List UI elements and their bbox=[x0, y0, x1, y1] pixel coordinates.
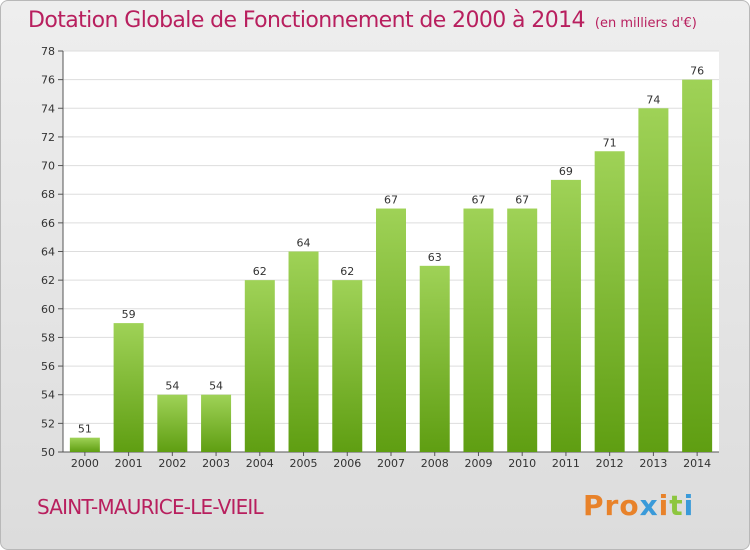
logo-letter: r bbox=[604, 489, 620, 522]
chart-title-text: Dotation Globale de Fonctionnement de 20… bbox=[28, 8, 586, 33]
bar bbox=[419, 265, 450, 452]
x-tick-label: 2014 bbox=[683, 457, 711, 470]
x-tick-label: 2010 bbox=[508, 457, 536, 470]
y-tick-label: 70 bbox=[41, 160, 55, 173]
y-tick-label: 78 bbox=[41, 45, 55, 58]
bar bbox=[594, 151, 625, 452]
bar-value-label: 67 bbox=[515, 194, 529, 207]
x-tick-label: 2001 bbox=[115, 457, 143, 470]
x-tick-label: 2011 bbox=[552, 457, 580, 470]
bar-value-label: 54 bbox=[209, 380, 223, 393]
bar-value-label: 64 bbox=[297, 237, 311, 250]
y-tick-label: 58 bbox=[41, 331, 55, 344]
bar-value-label: 62 bbox=[253, 265, 267, 278]
bar bbox=[69, 437, 100, 452]
x-tick-label: 2000 bbox=[71, 457, 99, 470]
proxiti-logo: Proxiti bbox=[583, 489, 694, 522]
y-tick-label: 74 bbox=[41, 102, 55, 115]
bar bbox=[288, 251, 319, 452]
x-tick-label: 2009 bbox=[464, 457, 492, 470]
y-tick-label: 54 bbox=[41, 389, 55, 402]
chart-title: Dotation Globale de Fonctionnement de 20… bbox=[28, 8, 697, 33]
y-tick-label: 72 bbox=[41, 131, 55, 144]
commune-name: SAINT-MAURICE-LE-VIEIL bbox=[37, 495, 264, 519]
x-tick-label: 2004 bbox=[246, 457, 274, 470]
bar bbox=[638, 108, 669, 453]
bar-value-label: 74 bbox=[646, 93, 660, 106]
bar bbox=[332, 280, 363, 452]
bar bbox=[244, 280, 275, 452]
logo-letter: x bbox=[639, 489, 659, 522]
bar-value-label: 69 bbox=[559, 165, 573, 178]
bar bbox=[201, 394, 232, 452]
x-tick-label: 2008 bbox=[421, 457, 449, 470]
bar-value-label: 63 bbox=[428, 251, 442, 264]
y-tick-label: 68 bbox=[41, 188, 55, 201]
y-tick-label: 66 bbox=[41, 217, 55, 230]
bar-value-label: 59 bbox=[122, 308, 136, 321]
logo-letter: i bbox=[658, 489, 670, 522]
y-tick-label: 50 bbox=[41, 446, 55, 459]
x-tick-label: 2005 bbox=[290, 457, 318, 470]
bar-value-label: 71 bbox=[603, 136, 617, 149]
x-tick-label: 2006 bbox=[333, 457, 361, 470]
bar-value-label: 67 bbox=[384, 194, 398, 207]
bar bbox=[113, 323, 144, 452]
bar bbox=[507, 208, 538, 452]
bar-value-label: 54 bbox=[165, 380, 179, 393]
logo-letter: o bbox=[619, 489, 640, 522]
bar bbox=[157, 394, 188, 452]
x-tick-label: 2002 bbox=[158, 457, 186, 470]
logo-letter: P bbox=[583, 489, 605, 522]
x-tick-label: 2013 bbox=[639, 457, 667, 470]
x-tick-label: 2003 bbox=[202, 457, 230, 470]
bar-value-label: 67 bbox=[471, 194, 485, 207]
y-tick-label: 56 bbox=[41, 360, 55, 373]
chart-subtitle: (en milliers d'€) bbox=[594, 16, 697, 31]
x-tick-label: 2012 bbox=[596, 457, 624, 470]
bar bbox=[550, 179, 581, 452]
x-tick-label: 2007 bbox=[377, 457, 405, 470]
bar bbox=[463, 208, 494, 452]
y-tick-label: 64 bbox=[41, 246, 55, 259]
y-tick-label: 52 bbox=[41, 417, 55, 430]
y-tick-label: 62 bbox=[41, 274, 55, 287]
bar-value-label: 76 bbox=[690, 65, 704, 78]
bar bbox=[376, 208, 406, 452]
bar bbox=[682, 79, 713, 453]
y-tick-label: 76 bbox=[41, 74, 55, 87]
logo-letter: i bbox=[683, 489, 695, 522]
logo-letter: t bbox=[669, 489, 684, 522]
bar-value-label: 51 bbox=[78, 423, 92, 436]
y-tick-label: 60 bbox=[41, 303, 55, 316]
bar-value-label: 62 bbox=[340, 265, 354, 278]
